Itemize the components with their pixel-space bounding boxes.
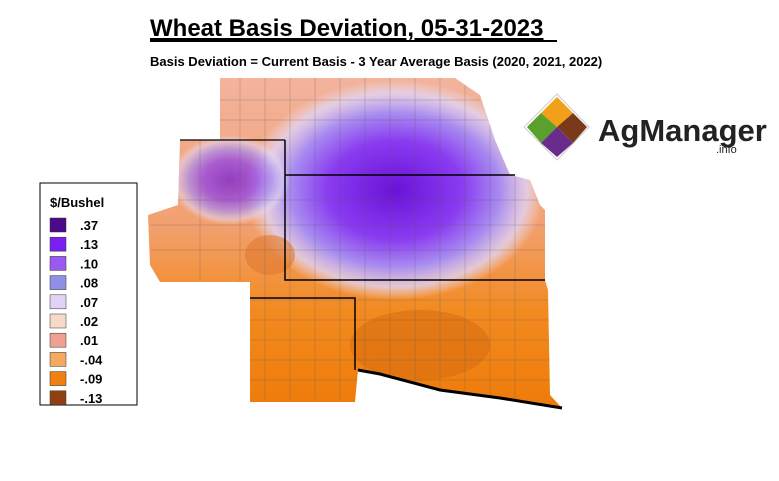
legend-label: .13 — [80, 237, 98, 252]
map-blob — [245, 235, 295, 275]
legend-label: .01 — [80, 333, 98, 348]
map-blob — [245, 80, 545, 300]
legend-label: .02 — [80, 314, 98, 329]
logo-icon — [541, 127, 573, 157]
legend-title: $/Bushel — [50, 195, 104, 210]
title: Wheat Basis Deviation, 05-31-2023 — [150, 15, 544, 42]
logo-icon — [541, 97, 573, 127]
legend-label: -.13 — [80, 391, 102, 406]
legend-swatch — [49, 275, 67, 290]
legend-label: .08 — [80, 276, 98, 291]
legend-swatch — [49, 332, 67, 348]
map-blob — [350, 310, 490, 380]
legend-swatch — [49, 313, 67, 329]
legend-swatch — [49, 236, 67, 252]
legend-swatch — [49, 256, 67, 271]
legend-swatch — [49, 294, 67, 310]
logo-icon — [527, 113, 557, 143]
subtitle: Basis Deviation = Current Basis - 3 Year… — [150, 54, 602, 69]
legend-swatch — [49, 371, 67, 386]
legend-swatch — [49, 217, 67, 233]
legend-swatch — [49, 352, 67, 367]
logo-suffix: .info — [716, 144, 737, 156]
logo: AgManager .info — [523, 93, 767, 161]
map-blob — [170, 135, 290, 225]
legend-label: -.04 — [80, 352, 103, 367]
legend-label: .07 — [80, 295, 98, 310]
logo-name: AgManager — [598, 113, 767, 148]
legend-label: .37 — [80, 218, 98, 233]
state-borders — [180, 139, 563, 410]
legend-label: -.09 — [80, 372, 102, 387]
logo-icon — [557, 113, 587, 143]
legend-swatch — [49, 390, 67, 406]
county-lines — [150, 78, 550, 400]
legend: $/Bushel .37 .13 .10 .08 .07 .02 .01 -.04 -.09 -.… — [39, 182, 138, 406]
legend-label: .10 — [80, 256, 98, 271]
